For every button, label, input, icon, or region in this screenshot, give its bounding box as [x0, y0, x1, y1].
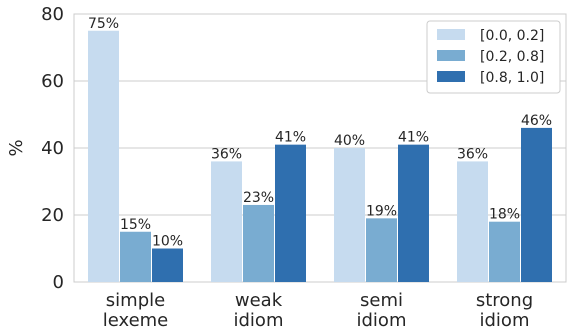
- y-tick-label: 20: [41, 205, 64, 226]
- bar: [457, 161, 488, 282]
- bar-value-label: 75%: [88, 16, 119, 32]
- legend-label: [0.0, 0.2]: [480, 28, 544, 44]
- legend-label: [0.2, 0.8]: [480, 49, 544, 65]
- bar-value-label: 46%: [521, 113, 552, 129]
- legend-swatch: [437, 50, 465, 61]
- bar-value-label: 41%: [275, 130, 306, 146]
- bar: [489, 221, 520, 282]
- x-category-label: lexeme: [103, 310, 169, 331]
- x-category-label: idiom: [357, 310, 407, 331]
- bar: [120, 231, 151, 282]
- bar-value-label: 23%: [243, 190, 274, 206]
- bar-value-label: 18%: [489, 207, 520, 223]
- legend-swatch: [437, 71, 465, 82]
- bar: [88, 30, 119, 282]
- y-axis-ticks: 0 20 40 60 80: [41, 4, 64, 293]
- bar-value-label: 36%: [211, 146, 242, 162]
- y-tick-label: 40: [41, 138, 64, 159]
- x-category-label: idiom: [234, 310, 284, 331]
- x-category-label: idiom: [480, 310, 530, 331]
- y-axis-label: %: [6, 139, 27, 156]
- bar: [521, 127, 552, 283]
- bar: [398, 144, 429, 282]
- y-tick-label: 80: [41, 4, 64, 25]
- y-tick-label: 0: [53, 272, 64, 293]
- bar-series: [88, 30, 552, 283]
- x-category-label: strong: [476, 290, 533, 311]
- x-category-label: weak: [235, 290, 283, 311]
- x-category-label: simple: [106, 290, 165, 311]
- bar-value-label: 41%: [398, 130, 429, 146]
- bar: [275, 144, 306, 282]
- data-labels: 75% 15%10% 36% 23% 41% 40% 19% 41% 36% 18% 46%: [88, 16, 552, 250]
- x-category-label: semi: [360, 290, 403, 311]
- bar: [366, 218, 397, 282]
- bar-value-label: 40%: [334, 133, 365, 149]
- bar-value-label: 10%: [152, 234, 183, 250]
- y-tick-label: 60: [41, 71, 64, 92]
- legend: [0.0, 0.2] [0.2, 0.8] [0.8, 1.0]: [426, 20, 561, 94]
- x-axis-labels: simplelexemeweakidiomsemiidiomstrongidio…: [103, 290, 533, 331]
- bar: [334, 148, 365, 282]
- legend-swatch: [437, 29, 465, 40]
- bar: [243, 204, 274, 282]
- bar-value-label: 15%: [120, 217, 151, 233]
- legend-label: [0.8, 1.0]: [480, 70, 544, 86]
- bar: [211, 161, 242, 282]
- bar: [152, 248, 183, 282]
- bar-value-label: 19%: [366, 203, 397, 219]
- bar-value-label: 36%: [457, 146, 488, 162]
